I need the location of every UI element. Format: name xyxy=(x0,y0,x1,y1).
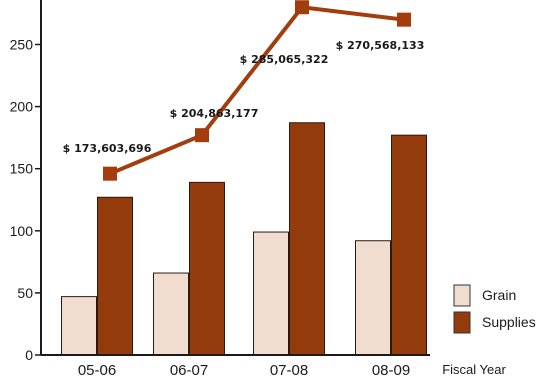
total-data-label: $ 270,568,133 xyxy=(336,39,425,52)
x-axis-category-labels: 05-06 06-07 07-08 08-09 xyxy=(78,362,410,377)
total-data-label: $ 285,065,322 xyxy=(240,53,329,66)
bar-grain-08-09 xyxy=(355,240,391,356)
bar-grain-05-06 xyxy=(61,296,97,356)
legend-label-grain: Grain xyxy=(482,287,516,303)
y-tick-label: 250 xyxy=(10,37,34,53)
total-line: $ 173,603,696 $ 204,863,177 $ 285,065,322 $… xyxy=(63,0,425,181)
y-tick-label: 200 xyxy=(10,99,34,115)
total-line-marker xyxy=(195,128,209,143)
total-line-marker xyxy=(397,12,411,27)
x-category-label: 08-09 xyxy=(372,362,410,377)
y-tick-label: 50 xyxy=(17,285,33,301)
legend-swatch-grain xyxy=(453,284,471,307)
bars xyxy=(61,122,427,356)
legend-swatch-supplies xyxy=(453,311,471,334)
total-line-marker xyxy=(295,0,309,15)
bar-supplies-07-08 xyxy=(289,122,325,356)
bar-supplies-05-06 xyxy=(97,196,133,356)
bar-grain-06-07 xyxy=(153,272,189,356)
total-data-label: $ 204,863,177 xyxy=(170,107,259,120)
bar-grain-07-08 xyxy=(253,231,289,356)
bar-supplies-08-09 xyxy=(391,134,427,356)
total-data-label: $ 173,603,696 xyxy=(63,142,152,155)
y-tick-label: 150 xyxy=(10,161,34,177)
total-line-path xyxy=(109,5,405,176)
axes xyxy=(40,0,430,356)
y-tick-label: 100 xyxy=(10,223,34,239)
x-category-label: 06-07 xyxy=(170,362,208,377)
x-axis-title: Fiscal Year xyxy=(442,362,506,377)
legend: Grain Supplies xyxy=(453,284,536,334)
y-axis-ticks: 0 50 100 150 200 250 xyxy=(10,37,41,363)
legend-label-supplies: Supplies xyxy=(482,314,536,330)
total-line-marker xyxy=(103,166,117,181)
x-category-label: 07-08 xyxy=(270,362,308,377)
x-category-label: 05-06 xyxy=(78,362,116,377)
y-tick-label: 0 xyxy=(25,347,33,363)
bar-supplies-06-07 xyxy=(189,181,225,356)
